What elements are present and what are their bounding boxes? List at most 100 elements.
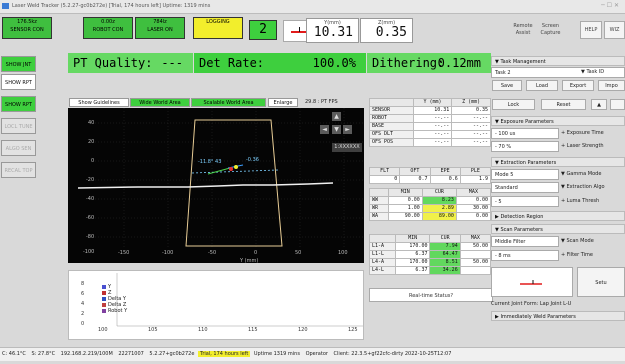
y-tick: -40 [86, 196, 95, 202]
algo-sensor-button[interactable]: ALGO SEN [1, 140, 36, 156]
pan-left-button[interactable]: ◄ [320, 125, 329, 134]
pan-up-button[interactable]: ▲ [332, 112, 341, 121]
expand-icon: ▼ [495, 227, 501, 233]
local-tune-button[interactable]: LOCL TUNE [1, 118, 36, 134]
scalable-world-area-toggle[interactable]: Scalable World Area [191, 98, 266, 107]
y-coordinate-label: Y(mm) [324, 20, 341, 26]
table-row: WW 0.00 8.23 0.00 [369, 196, 492, 205]
trend-y-tick: 2 [81, 311, 85, 317]
luma-thresh-spinbox[interactable]: - 5 [491, 196, 559, 207]
sensor-temp: S: 27.8°C [31, 351, 56, 357]
pan-down-button[interactable]: ▼ [332, 125, 341, 134]
window-controls[interactable]: ─ ☐ ✕ [601, 2, 619, 9]
fps-readout: 29.8 : PT FPS [305, 99, 338, 105]
trial-badge: Trial, 174 hours left [198, 351, 251, 357]
client-version: Client: 22.3.5+gf22cfc-dirty 2022-10-25T… [333, 351, 452, 357]
help-button[interactable]: HELP [580, 21, 602, 39]
legend-item-y: Y [102, 284, 111, 290]
legend-item-delta-z: Delta Z [102, 302, 126, 308]
show-guidelines-toggle[interactable]: Show Guidelines [69, 98, 129, 107]
detection-rate-label: Det Rate: [199, 56, 265, 70]
task-select[interactable]: Task 2 [491, 67, 625, 78]
x-tick: -150 [118, 250, 130, 256]
angle-annotation: -11.8° 43 [198, 159, 222, 165]
pt-quality-label: PT Quality: [73, 56, 153, 70]
wizard-button[interactable]: WIZ [604, 21, 625, 39]
laser-status-tile: 784lz LASER ON [135, 17, 185, 39]
window-title: Laser Weld Tracker (5.2.27-gc0b272e) [Tr… [12, 3, 211, 9]
app-icon [2, 3, 9, 9]
reset-button[interactable]: Reset [541, 99, 586, 110]
move-up-button[interactable]: ▲ [591, 99, 607, 110]
pan-right-button[interactable]: ► [343, 125, 352, 134]
trend-x-tick: 120 [298, 327, 308, 333]
robot-connection-tile: 0.00z ROBOT CON [83, 17, 133, 39]
lock-button[interactable]: Lock [492, 99, 535, 110]
scan-mode-select[interactable]: Middle Filter [491, 236, 559, 247]
trend-x-tick: 110 [198, 327, 208, 333]
setup-button[interactable]: Setu [577, 267, 625, 297]
table-row: WR 1.00 2.89 30.00 [369, 204, 492, 213]
table-row: L4-A 170.00 8.51 50.00 [369, 258, 492, 267]
joint-range-table: MIN CUR MAX WW 0.00 8.23 0.00 WR 1.00 2.89 30.00… [369, 188, 492, 221]
detection-region-header[interactable]: ▶ Detection Region [491, 211, 625, 221]
save-button[interactable]: Save [492, 80, 522, 91]
expand-icon: ▶ [495, 214, 501, 220]
move-down-button[interactable] [610, 99, 625, 110]
laser-strength-spinbox[interactable]: - 70 % [491, 141, 559, 152]
show-report-active-button[interactable]: SHOW RPT [1, 96, 36, 112]
y-tick: -80 [86, 234, 95, 240]
trend-chart[interactable]: Y Z Delta Y Delta Z Robot Y 8 6 4 2 0 10… [68, 270, 364, 340]
exposure-time-spinbox[interactable]: - 100 us [491, 128, 559, 139]
filter-time-label: + Filter Time [561, 252, 593, 258]
x-axis-label: Y (mm) [240, 258, 259, 264]
screen-capture-button[interactable]: Screen Capture [540, 23, 561, 36]
table-row: WA 90.00 89.00 0.00 [369, 212, 492, 221]
tile-label: SENSOR CON [10, 27, 44, 33]
realtime-status-button[interactable]: Real-time Status? [369, 288, 493, 302]
import-button[interactable]: Impo [598, 80, 625, 91]
trend-y-tick: 0 [81, 321, 85, 327]
export-button[interactable]: Export [562, 80, 594, 91]
table-row: L1-L 6.37 64.47 [369, 250, 492, 259]
y-tick: 20 [88, 139, 95, 145]
show-report-button[interactable]: SHOW RPT [1, 74, 36, 90]
dithering-label: Dithering: [372, 56, 445, 70]
dithering-value: 0.12mm [437, 56, 481, 70]
exposure-params-header[interactable]: ▼ Exposure Parameters [491, 116, 625, 126]
load-button[interactable]: Load [526, 80, 558, 91]
remote-assist-button[interactable]: Remote Assist [513, 23, 533, 36]
scan-params-header[interactable]: ▼ Scan Parameters [491, 224, 625, 234]
profile-canvas [77, 108, 364, 248]
x-tick: 50 [295, 250, 302, 256]
y-tick: 0 [91, 158, 95, 164]
task-management-header[interactable]: ▼ Task Management [491, 56, 625, 66]
extraction-algo-select[interactable]: Standard [491, 182, 559, 193]
tile-label: LOGGING [206, 19, 230, 25]
tile-value: 784lz [153, 19, 167, 25]
laser-line [77, 182, 334, 189]
filter-time-spinbox[interactable]: - 8 ms [491, 250, 559, 261]
weld-params-header[interactable]: ▶ Immediately Weld Parameters [491, 311, 625, 321]
recal-top-button[interactable]: RECAL TOP [1, 162, 36, 178]
status-bar: C: 46.1°C S: 27.8°C 192.168.2.219/100M 2… [0, 347, 625, 361]
task-id-label: ▼ Task ID [581, 69, 605, 75]
show-joint-button[interactable]: SHOW JNT [1, 56, 36, 72]
wide-world-area-toggle[interactable]: Wide World Area [130, 98, 190, 107]
extraction-params-header[interactable]: ▼ Extraction Parameters [491, 157, 625, 167]
legend-item-delta-y: Delta Y [102, 296, 126, 302]
laser-profile-plot[interactable]: -11.8° 43 -0.36 [68, 108, 364, 263]
table-row: 0 0.7 0.6 1.9 [368, 175, 492, 184]
enlarge-button[interactable]: Enlarge [268, 98, 298, 107]
step-number: 2 [249, 20, 277, 40]
cpu-temp: C: 46.1°C [2, 351, 26, 357]
gamma-mode-label: ▼ Gamma Mode [561, 171, 602, 177]
ip-address: 192.168.2.219/100M [60, 351, 113, 357]
logging-tile[interactable]: LOGGING [193, 17, 243, 39]
title-bar: Laser Weld Tracker (5.2.27-gc0b272e) [Tr… [0, 0, 625, 14]
expand-icon: ▼ [495, 160, 501, 166]
gamma-mode-select[interactable]: Mode 5 [491, 169, 559, 180]
plot-scale-label: 1:XXXXXX [332, 143, 362, 152]
tile-value: 0.00z [101, 19, 115, 25]
pt-quality-value: --- [161, 56, 183, 70]
